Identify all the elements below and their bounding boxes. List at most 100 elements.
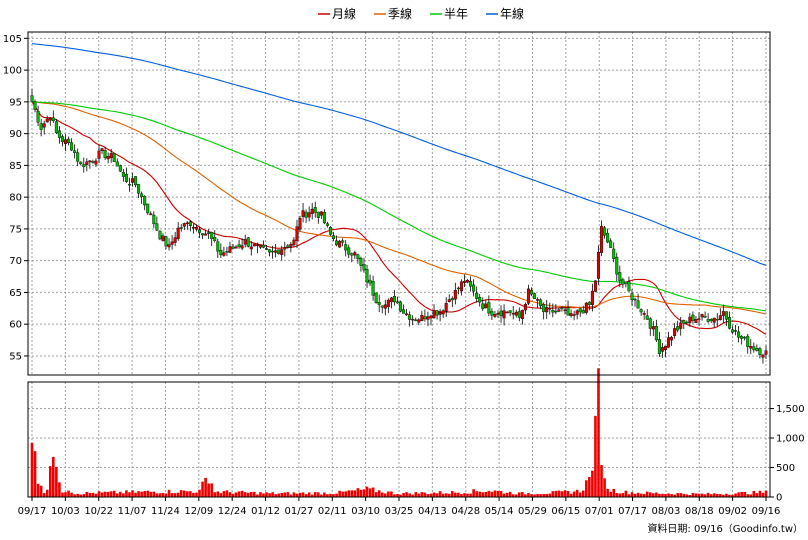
candle-body (249, 246, 253, 250)
candle-body (618, 272, 622, 282)
volume-bar (164, 493, 168, 497)
candle-body (545, 307, 549, 313)
volume-bar (204, 477, 207, 497)
candle-body (636, 300, 640, 309)
candle-body (88, 160, 92, 163)
candle-body (593, 280, 597, 292)
volume-bar (237, 491, 241, 497)
candle-body (472, 284, 476, 292)
candle-body (612, 248, 616, 259)
candle-body (368, 279, 372, 284)
legend: 月線 季線 半年 年線 (318, 6, 524, 21)
price-tick-label: 80 (9, 193, 22, 204)
candle-body (411, 318, 415, 321)
candle-body (124, 174, 128, 182)
candle-body (48, 118, 52, 121)
volume-bar (734, 493, 737, 497)
volume-bar (152, 491, 156, 497)
candle-body (490, 311, 494, 316)
volume-bar (347, 490, 351, 497)
candle-body (438, 312, 442, 315)
date-tick-label: 03/25 (385, 506, 414, 517)
volume-bar (764, 490, 768, 497)
candle-body (761, 354, 765, 358)
volume-bar (362, 489, 366, 497)
date-tick-label: 07/17 (618, 506, 647, 517)
volume-bar (530, 494, 533, 497)
candle-body (563, 309, 567, 312)
volume-bar (755, 493, 759, 497)
volume-bar (365, 486, 369, 497)
candle-body (70, 142, 74, 151)
candle-body (694, 319, 698, 324)
candle-body (496, 313, 500, 315)
volume-bar (271, 492, 274, 497)
volume-bar (402, 493, 405, 497)
candle-body (82, 164, 86, 168)
volume-bar (676, 493, 679, 497)
volume-bar (709, 494, 713, 497)
footer-source: 資料日期: 09/16（Goodinfo.tw） (647, 522, 803, 535)
volume-bar (606, 488, 609, 497)
date-tick-label: 01/12 (251, 506, 280, 517)
candle-body (140, 193, 144, 197)
volume-bar (572, 491, 576, 497)
volume-bar (356, 488, 360, 497)
date-tick-label: 06/15 (551, 506, 580, 517)
volume-bar (313, 492, 317, 497)
volume-bar (383, 493, 387, 497)
candle-body (335, 240, 339, 246)
candle-body (624, 281, 628, 285)
candle-body (743, 336, 747, 339)
volume-bar (167, 489, 171, 497)
candle-body (505, 311, 509, 314)
price-tick-label: 70 (9, 256, 22, 267)
candle-body (542, 304, 546, 313)
volume-bar (125, 490, 128, 497)
moving-average-lines (31, 43, 767, 335)
candle-body (155, 223, 159, 231)
volume-bar (85, 491, 89, 497)
candle-body (121, 172, 125, 177)
volume-bar (457, 492, 460, 497)
volume-bar (472, 489, 475, 497)
candle-body (450, 298, 454, 301)
candle-body (115, 161, 119, 167)
candle-body (365, 269, 369, 283)
candle-body (222, 252, 226, 256)
candle-body (749, 346, 753, 349)
volume-bar (630, 492, 634, 497)
volume-bar (155, 493, 159, 497)
candle-body (548, 307, 552, 310)
candle-body (627, 281, 631, 292)
candle-body (283, 247, 287, 250)
volume-bar (119, 491, 122, 497)
volume-bar (219, 493, 223, 497)
volume-bar (353, 490, 357, 497)
volume-bar (603, 478, 606, 497)
date-tick-label: 10/22 (84, 506, 113, 517)
date-tick-label: 12/09 (184, 506, 213, 517)
volume-bar (377, 490, 381, 497)
candle-body (603, 227, 607, 236)
candle-body (730, 329, 734, 333)
candle-body (54, 121, 58, 134)
candle-body (42, 123, 46, 128)
price-tick-label: 55 (9, 351, 22, 362)
volume-bar (624, 490, 628, 497)
candle-body (572, 314, 576, 316)
candlesticks (30, 89, 768, 364)
candle-body (667, 337, 671, 348)
volume-bar (435, 493, 439, 497)
candle-body (194, 227, 198, 230)
volume-bar (408, 493, 411, 497)
candle-body (493, 314, 497, 317)
volume-tick-label: 0 (776, 493, 782, 504)
candle-body (60, 136, 64, 143)
candle-body (727, 317, 731, 329)
candle-body (459, 281, 463, 292)
candle-body (484, 303, 488, 309)
candle-body (204, 233, 208, 236)
candle-body (371, 281, 375, 296)
volume-bar (597, 368, 600, 497)
